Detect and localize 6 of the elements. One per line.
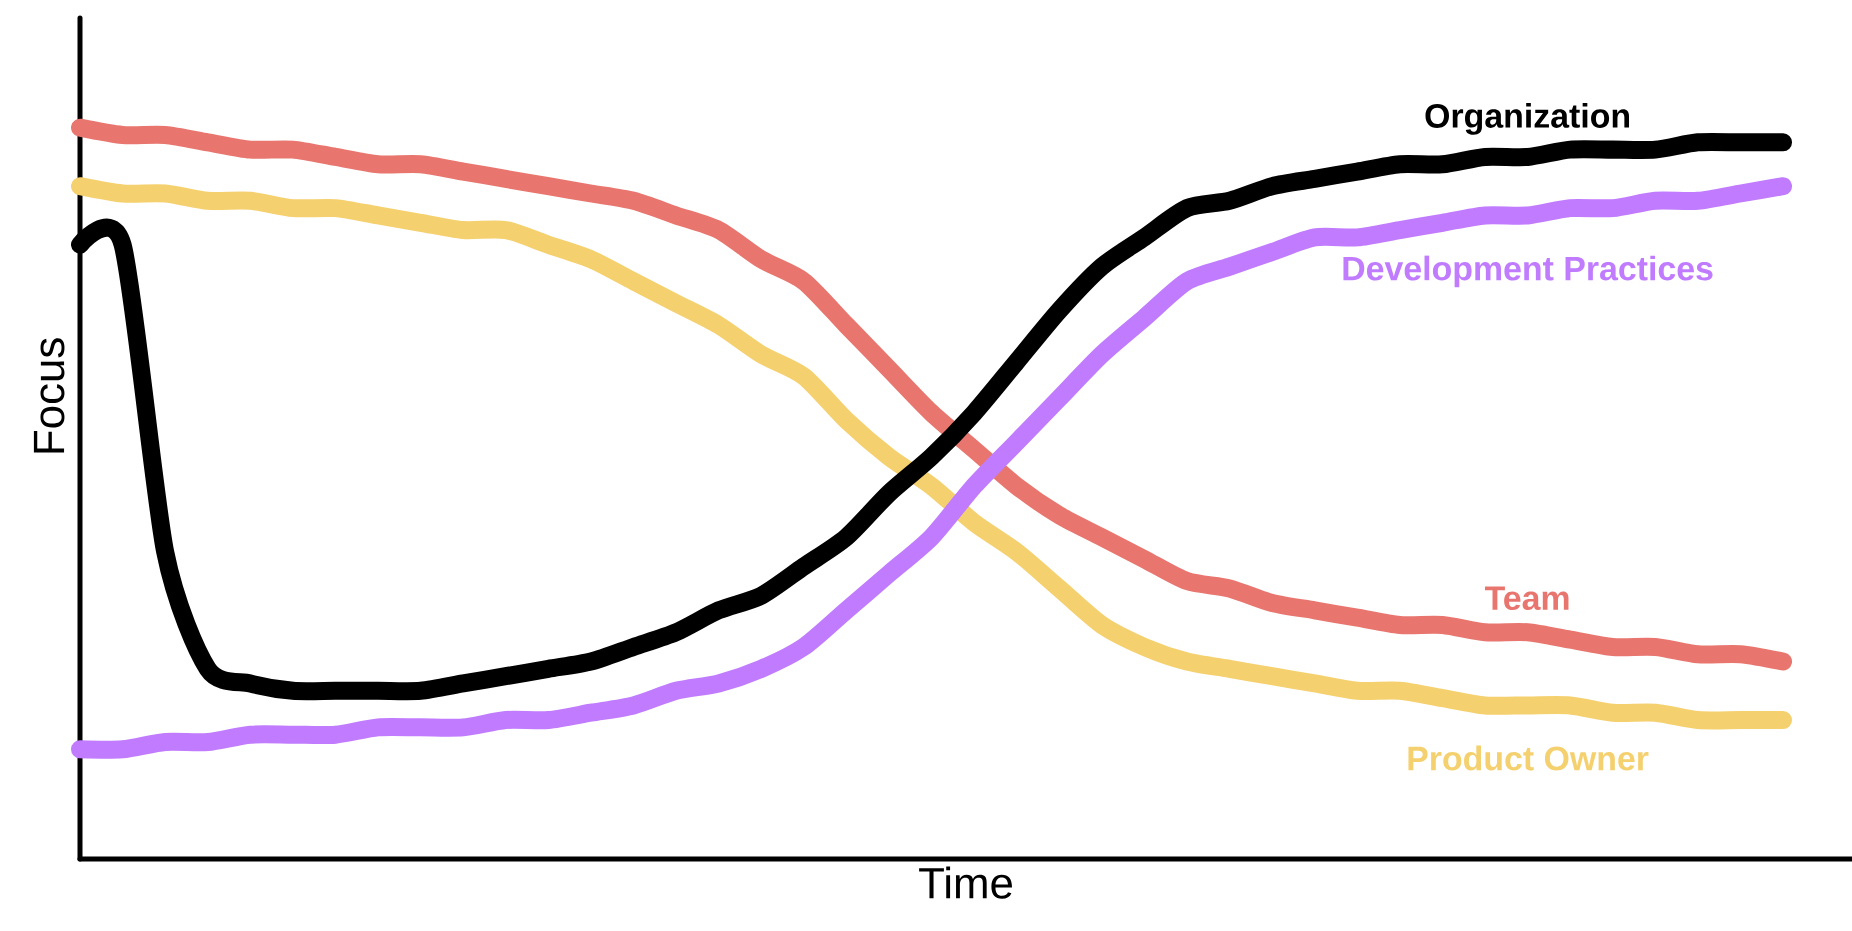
series-label: Product Owner bbox=[1408, 745, 1649, 771]
series-label: Organization bbox=[1425, 103, 1630, 135]
series-label: Development Practices bbox=[1343, 255, 1713, 288]
series-label: Team bbox=[1484, 586, 1569, 611]
x-axis-title: Time bbox=[919, 866, 1012, 899]
y-axis-title: Focus bbox=[33, 338, 65, 453]
